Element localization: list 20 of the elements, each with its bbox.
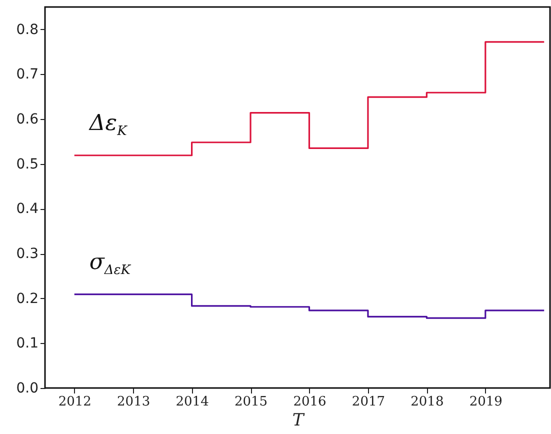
y-tick-label: 0.8 xyxy=(16,22,38,38)
y-tick-label: 0.0 xyxy=(16,380,38,396)
series-label: σ$_{ΔεK}$ xyxy=(89,250,130,279)
y-tick-label: 0.2 xyxy=(16,290,38,307)
x-axis-title: T xyxy=(292,410,306,430)
y-tick-label: 0.3 xyxy=(16,246,38,262)
y-tick-label: 0.5 xyxy=(16,156,38,172)
x-tick-label: 2012 xyxy=(58,394,92,410)
x-tick-label: 2019 xyxy=(469,394,502,410)
y-tick-label: 0.7 xyxy=(16,66,38,83)
series-label: Δε$_{K}$ xyxy=(89,111,127,140)
x-tick-label: 2016 xyxy=(293,394,326,410)
x-tick-label: 2013 xyxy=(117,394,150,410)
y-tick-label: 0.6 xyxy=(16,112,39,128)
y-tick-label: 0.4 xyxy=(16,201,39,218)
x-tick-label: 2018 xyxy=(410,394,444,410)
y-tick-label: 0.1 xyxy=(16,336,38,352)
x-tick-label: 2017 xyxy=(352,394,386,410)
x-tick-label: 2014 xyxy=(176,394,209,410)
x-tick-label: 2015 xyxy=(234,394,268,410)
